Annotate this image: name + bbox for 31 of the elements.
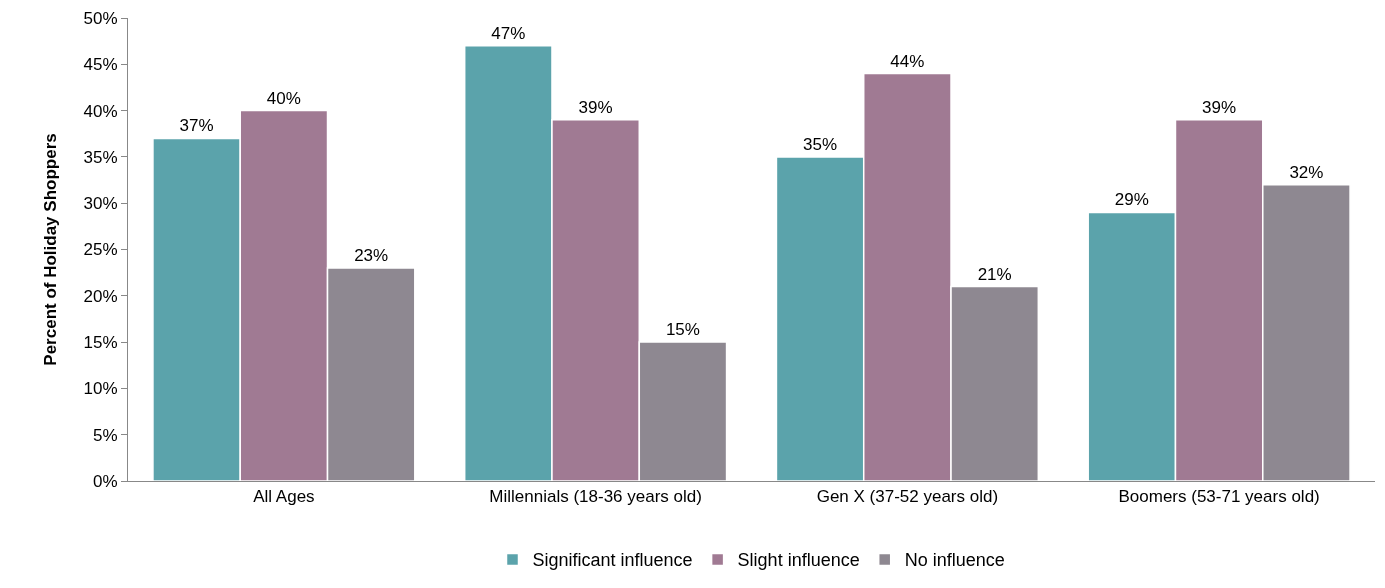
legend-label: Significant influence: [532, 550, 693, 571]
y-tick-label: 10%: [83, 379, 118, 399]
data-label: 39%: [578, 97, 613, 117]
y-tick-label: 15%: [83, 333, 118, 353]
x-tick-label: Boomers (53-71 years old): [1118, 487, 1320, 507]
data-label: 44%: [890, 51, 925, 71]
y-axis-title: Percent of Holiday Shoppers: [41, 133, 61, 366]
y-tick-label: 40%: [83, 101, 118, 121]
data-label: 15%: [665, 320, 700, 340]
y-tick-label: 45%: [83, 55, 118, 75]
data-label: 29%: [1114, 190, 1149, 210]
data-label: 37%: [179, 116, 214, 136]
x-tick-label: Millennials (18-36 years old): [489, 487, 702, 507]
x-tick-label: Gen X (37-52 years old): [816, 487, 999, 507]
y-tick-label: 20%: [83, 286, 118, 306]
y-tick-label: 30%: [83, 194, 118, 214]
y-tick-label: 50%: [83, 8, 118, 28]
legend-label: No influence: [904, 550, 1005, 571]
legend-label: Slight influence: [737, 550, 860, 571]
data-label: 35%: [803, 134, 838, 154]
data-label: 32%: [1289, 162, 1324, 182]
data-label: 40%: [266, 88, 301, 108]
y-tick-label: 25%: [83, 240, 118, 260]
x-tick-label: All Ages: [253, 487, 315, 507]
y-tick-label: 5%: [93, 425, 118, 445]
data-label: 21%: [977, 264, 1012, 284]
y-tick-label: 0%: [93, 471, 118, 491]
data-label: 47%: [491, 23, 526, 43]
data-label: 23%: [354, 246, 389, 266]
data-label: 39%: [1202, 97, 1237, 117]
y-tick-label: 35%: [83, 147, 118, 167]
